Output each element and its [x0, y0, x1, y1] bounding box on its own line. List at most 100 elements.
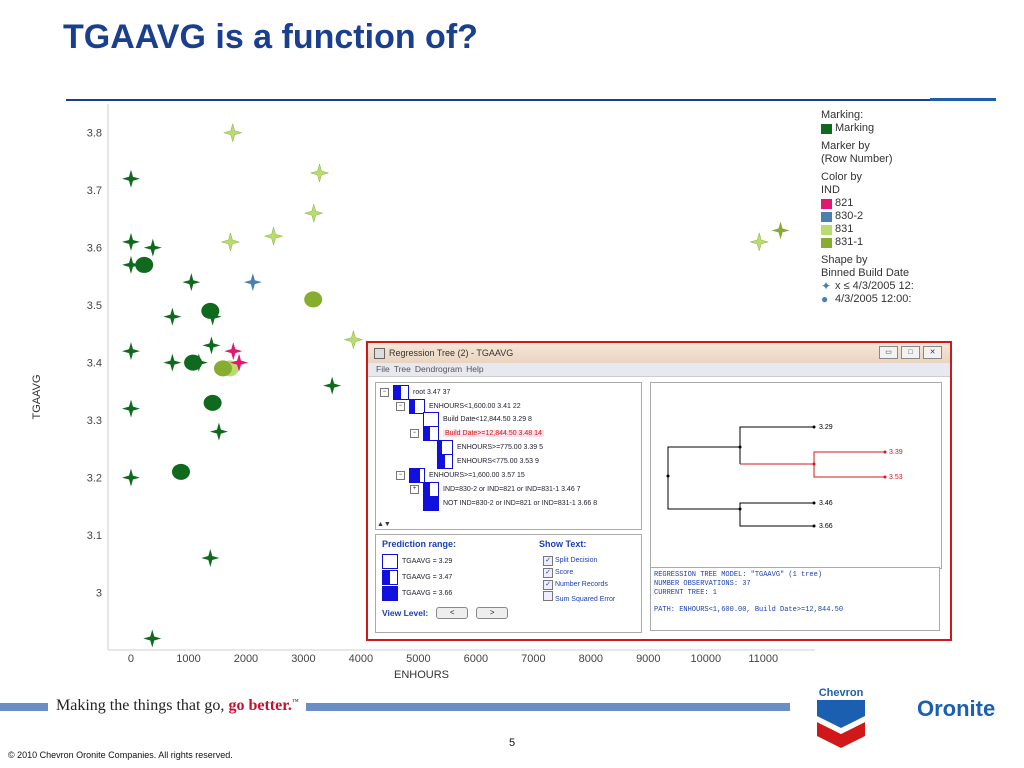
y-tick-label: 3 [96, 588, 102, 600]
legend: Marking: Marking Marker by (Row Number) … [821, 109, 914, 306]
prediction-row: TGAAVG = 3.29 [382, 554, 452, 569]
y-tick-label: 3.2 [87, 473, 102, 485]
data-point-star [243, 273, 262, 292]
chevron-logo: Chevron [817, 687, 865, 748]
x-tick-label: 4000 [349, 653, 373, 665]
legend-color-item[interactable]: 831-1 [821, 236, 914, 249]
menu-tree[interactable]: Tree [393, 364, 411, 374]
window-title: Regression Tree (2) - TGAAVG [389, 348, 514, 358]
dendro-label: 3.66 [819, 523, 833, 530]
tagline-main: Making the things that go, [56, 697, 225, 714]
node-label: Build Date>=12,844.50 3.48 14 [443, 430, 544, 437]
collapse-icon[interactable]: − [410, 429, 419, 438]
collapse-icon[interactable]: − [396, 402, 405, 411]
data-point-star [309, 163, 330, 183]
y-tick-label: 3.1 [87, 530, 102, 542]
menu-dendrogram[interactable]: Dendrogram [414, 364, 463, 374]
checkbox-score[interactable]: ✓ [543, 568, 553, 578]
data-point-star [263, 226, 284, 247]
node-label: IND=830-2 or IND=821 or IND=831-1 3.46 7 [443, 486, 581, 493]
shape-by-label: Shape by [821, 254, 868, 266]
data-point-star [230, 353, 249, 372]
dendrogram-pane[interactable]: 3.29 3.39 3.53 3.46 3.66 [650, 382, 942, 569]
shape-label: x ≤ 4/3/2005 12: [835, 280, 914, 292]
data-point-star [203, 307, 222, 326]
legend-color-item[interactable]: 821 [821, 197, 914, 210]
view-level-next-button[interactable]: > [476, 607, 509, 619]
show-text-option[interactable]: ✓ Split Decision [543, 555, 615, 567]
shape-by-value[interactable]: Binned Build Date [821, 267, 910, 279]
expand-icon[interactable]: + [410, 485, 419, 494]
checkbox-split-decision[interactable]: ✓ [543, 556, 553, 566]
page-number: 5 [509, 737, 516, 749]
prediction-label: TGAAVG = 3.47 [402, 574, 453, 581]
data-point-star [182, 273, 201, 292]
tree-node-root[interactable]: − root 3.47 37 [380, 385, 450, 400]
view-level-prev-button[interactable]: < [436, 607, 469, 619]
collapse-arrows-icon[interactable]: ▲▼ [377, 521, 391, 528]
color-swatch [821, 211, 832, 222]
info-path: PATH: ENHOURS<1,600.00, Build Date>=12,8… [654, 606, 844, 614]
view-level-label: View Level: [382, 608, 429, 618]
data-point-star [121, 399, 140, 418]
data-point-star [202, 336, 221, 355]
x-tick-label: 1000 [176, 653, 200, 665]
legend-marking-item[interactable]: Marking [835, 122, 875, 134]
maximize-button[interactable]: □ [901, 346, 920, 359]
tree-icon [374, 347, 385, 359]
marker-by-value[interactable]: (Row Number) [821, 153, 893, 165]
data-point-circle [135, 256, 154, 273]
tree-node[interactable]: ENHOURS<775.00 3.53 9 [437, 454, 539, 469]
tree-node[interactable]: − ENHOURS>=1,600.00 3.57 15 [396, 468, 525, 483]
legend-color-item[interactable]: 831 [821, 223, 914, 236]
collapse-icon[interactable]: − [380, 388, 389, 397]
legend-shape-item[interactable]: ● 4/3/2005 12:00: [821, 293, 914, 306]
checkbox-number-records[interactable]: ✓ [543, 580, 553, 590]
y-tick-label: 3.7 [87, 185, 102, 197]
tree-node[interactable]: + IND=830-2 or IND=821 or IND=831-1 3.46… [410, 482, 581, 497]
prediction-box [382, 586, 398, 601]
option-label: Sum Squared Error [554, 596, 616, 603]
data-point-star [143, 238, 162, 257]
color-by-value[interactable]: IND [821, 184, 840, 196]
legend-color-by: Color by IND [821, 171, 914, 197]
dendro-label: 3.53 [889, 474, 903, 481]
star-icon: ✦ [821, 279, 832, 293]
tree-node[interactable]: ENHOURS>=775.00 3.39 5 [437, 440, 543, 455]
y-axis-label: TGAAVG [31, 374, 43, 419]
info-current-tree: CURRENT TREE: 1 [654, 589, 718, 597]
tree-node-selected[interactable]: − Build Date>=12,844.50 3.48 14 [410, 426, 544, 441]
tree-node[interactable]: Build Date<12,844.50 3.29 8 [423, 412, 532, 427]
data-point-circle [304, 291, 323, 308]
menu-file[interactable]: File [376, 364, 390, 374]
tree-node[interactable]: − ENHOURS<1,600.00 3.41 22 [396, 399, 521, 414]
tree-pane[interactable]: − root 3.47 37 − ENHOURS<1,600.00 3.41 2… [375, 382, 642, 530]
checkbox-sum-squared-error[interactable] [543, 591, 553, 601]
x-tick-label: 7000 [521, 653, 545, 665]
window-titlebar[interactable]: Regression Tree (2) - TGAAVG ▭ □ ✕ [368, 343, 950, 363]
show-text-option[interactable]: Sum Squared Error [543, 591, 615, 606]
legend-color-item[interactable]: 830-2 [821, 210, 914, 223]
tree-node[interactable]: NOT IND=830-2 or IND=821 or IND=831-1 3.… [423, 496, 597, 511]
tagline-accent: go better. [228, 697, 292, 714]
x-axis-label: ENHOURS [394, 669, 449, 681]
color-label: 821 [835, 197, 854, 209]
minimize-button[interactable]: ▭ [879, 346, 898, 359]
regression-tree-window[interactable]: Regression Tree (2) - TGAAVG ▭ □ ✕ File … [366, 341, 952, 641]
legend-shape-item[interactable]: ✦ x ≤ 4/3/2005 12: [821, 280, 914, 293]
close-button[interactable]: ✕ [923, 346, 942, 359]
data-point-star [343, 329, 364, 350]
color-label: 831 [835, 223, 854, 235]
node-label: Build Date<12,844.50 3.29 8 [443, 416, 532, 423]
menu-help[interactable]: Help [466, 364, 484, 374]
show-text-option[interactable]: ✓ Score [543, 567, 615, 579]
info-observations: NUMBER OBSERVATIONS: 37 [654, 580, 751, 588]
x-tick-label: 10000 [690, 653, 721, 665]
collapse-icon[interactable]: − [396, 471, 405, 480]
data-point-star [749, 232, 770, 252]
data-point-circle [213, 360, 232, 377]
legend-color-list: 821 830-2 831 831-1 [821, 197, 914, 249]
marking-swatch [821, 123, 832, 134]
show-text-title: Show Text: [539, 539, 587, 549]
show-text-option[interactable]: ✓ Number Records [543, 579, 615, 591]
